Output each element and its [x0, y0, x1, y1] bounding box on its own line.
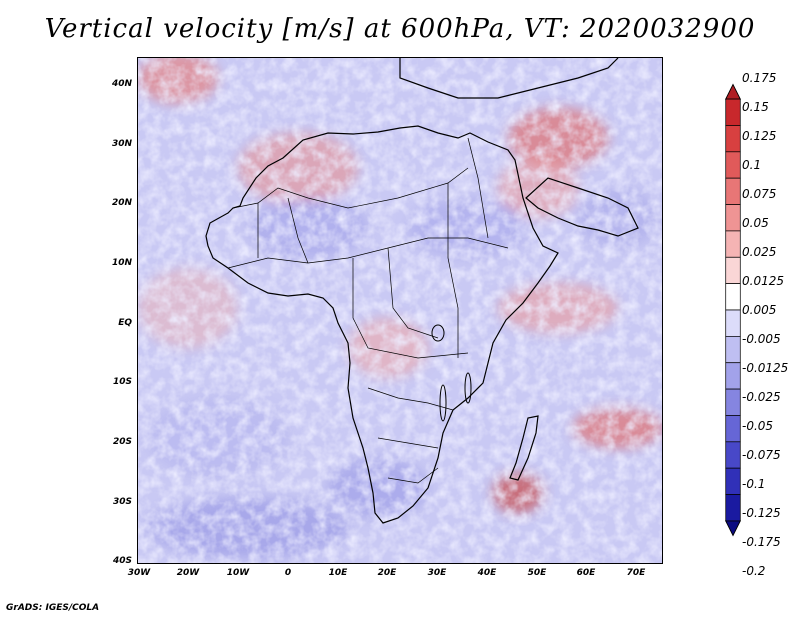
colorbar-label: 0.075	[742, 187, 777, 201]
colorbar-top-arrow	[724, 83, 742, 100]
colorbar-label: -0.1	[742, 477, 766, 491]
colorbar-label: -0.175	[742, 535, 781, 549]
colorbar-label: -0.05	[742, 419, 774, 433]
lon-tick-50e: 50E	[527, 568, 547, 578]
colorbar-cell	[725, 309, 741, 337]
coastlines	[205, 58, 639, 524]
lat-tick-10s: 10S	[112, 377, 132, 387]
colorbar-cell	[725, 177, 741, 205]
colorbar-cell	[725, 230, 741, 258]
colorbar-cell	[725, 362, 741, 390]
colorbar-label: 0.15	[742, 100, 769, 114]
colorbar-cell	[725, 204, 741, 232]
colorbar-label: 0.0125	[742, 274, 784, 288]
colorbar-label: -0.005	[742, 332, 781, 346]
lon-tick-0: 0	[284, 568, 292, 578]
colorbar-cells	[724, 83, 742, 537]
lon-tick-10w: 10W	[226, 568, 250, 578]
field-texture	[138, 58, 662, 563]
colorbar-cell	[725, 467, 741, 495]
map-panel[interactable]	[137, 57, 663, 564]
lon-tick-20e: 20E	[377, 568, 397, 578]
colorbar-label: -0.125	[742, 506, 781, 520]
colorbar-label: 0.005	[742, 303, 777, 317]
lon-tick-30w: 30W	[127, 568, 151, 578]
colorbar	[724, 83, 742, 537]
lon-tick-30e: 30E	[427, 568, 447, 578]
colorbar-cell	[725, 125, 741, 153]
lat-tick-40n: 40N	[111, 79, 132, 89]
lakes	[431, 324, 472, 422]
colorbar-cell	[725, 388, 741, 416]
colorbar-cell	[725, 415, 741, 443]
lon-tick-20w: 20W	[176, 568, 200, 578]
credit-text: GrADS: IGES/COLA	[6, 603, 100, 613]
colorbar-label: -0.0125	[742, 361, 789, 375]
lat-tick-eq: EQ	[118, 318, 132, 328]
lat-tick-10n: 10N	[111, 258, 132, 268]
colorbar-label: 0.125	[742, 129, 777, 143]
lon-tick-70e: 70E	[626, 568, 646, 578]
lat-tick-30s: 30S	[112, 497, 132, 507]
lat-tick-20n: 20N	[111, 198, 132, 208]
colorbar-bottom-arrow	[724, 520, 742, 537]
colorbar-label: 0.1	[742, 158, 762, 172]
lon-tick-40e: 40E	[477, 568, 497, 578]
lat-tick-20s: 20S	[112, 437, 132, 447]
colorbar-cell	[725, 283, 741, 311]
colorbar-label: 0.05	[742, 216, 769, 230]
colorbar-cell	[725, 441, 741, 469]
map-title: Vertical velocity [m/s] at 600hPa, VT: 2…	[44, 14, 756, 44]
lat-tick-30n: 30N	[111, 139, 132, 149]
colorbar-label: 0.025	[742, 245, 777, 259]
lon-tick-10e: 10E	[328, 568, 348, 578]
colorbar-cell	[725, 335, 741, 364]
map-canvas	[138, 58, 662, 563]
colorbar-label: -0.075	[742, 448, 781, 462]
colorbar-cell	[725, 494, 741, 522]
colorbar-label: -0.2	[742, 564, 766, 578]
colorbar-cell	[725, 151, 741, 179]
colorbar-label: 0.175	[742, 71, 777, 85]
colorbar-cell	[725, 98, 741, 126]
lat-tick-40s: 40S	[112, 556, 132, 566]
lon-tick-60e: 60E	[576, 568, 596, 578]
colorbar-cell	[725, 256, 741, 284]
colorbar-label: -0.025	[742, 390, 781, 404]
